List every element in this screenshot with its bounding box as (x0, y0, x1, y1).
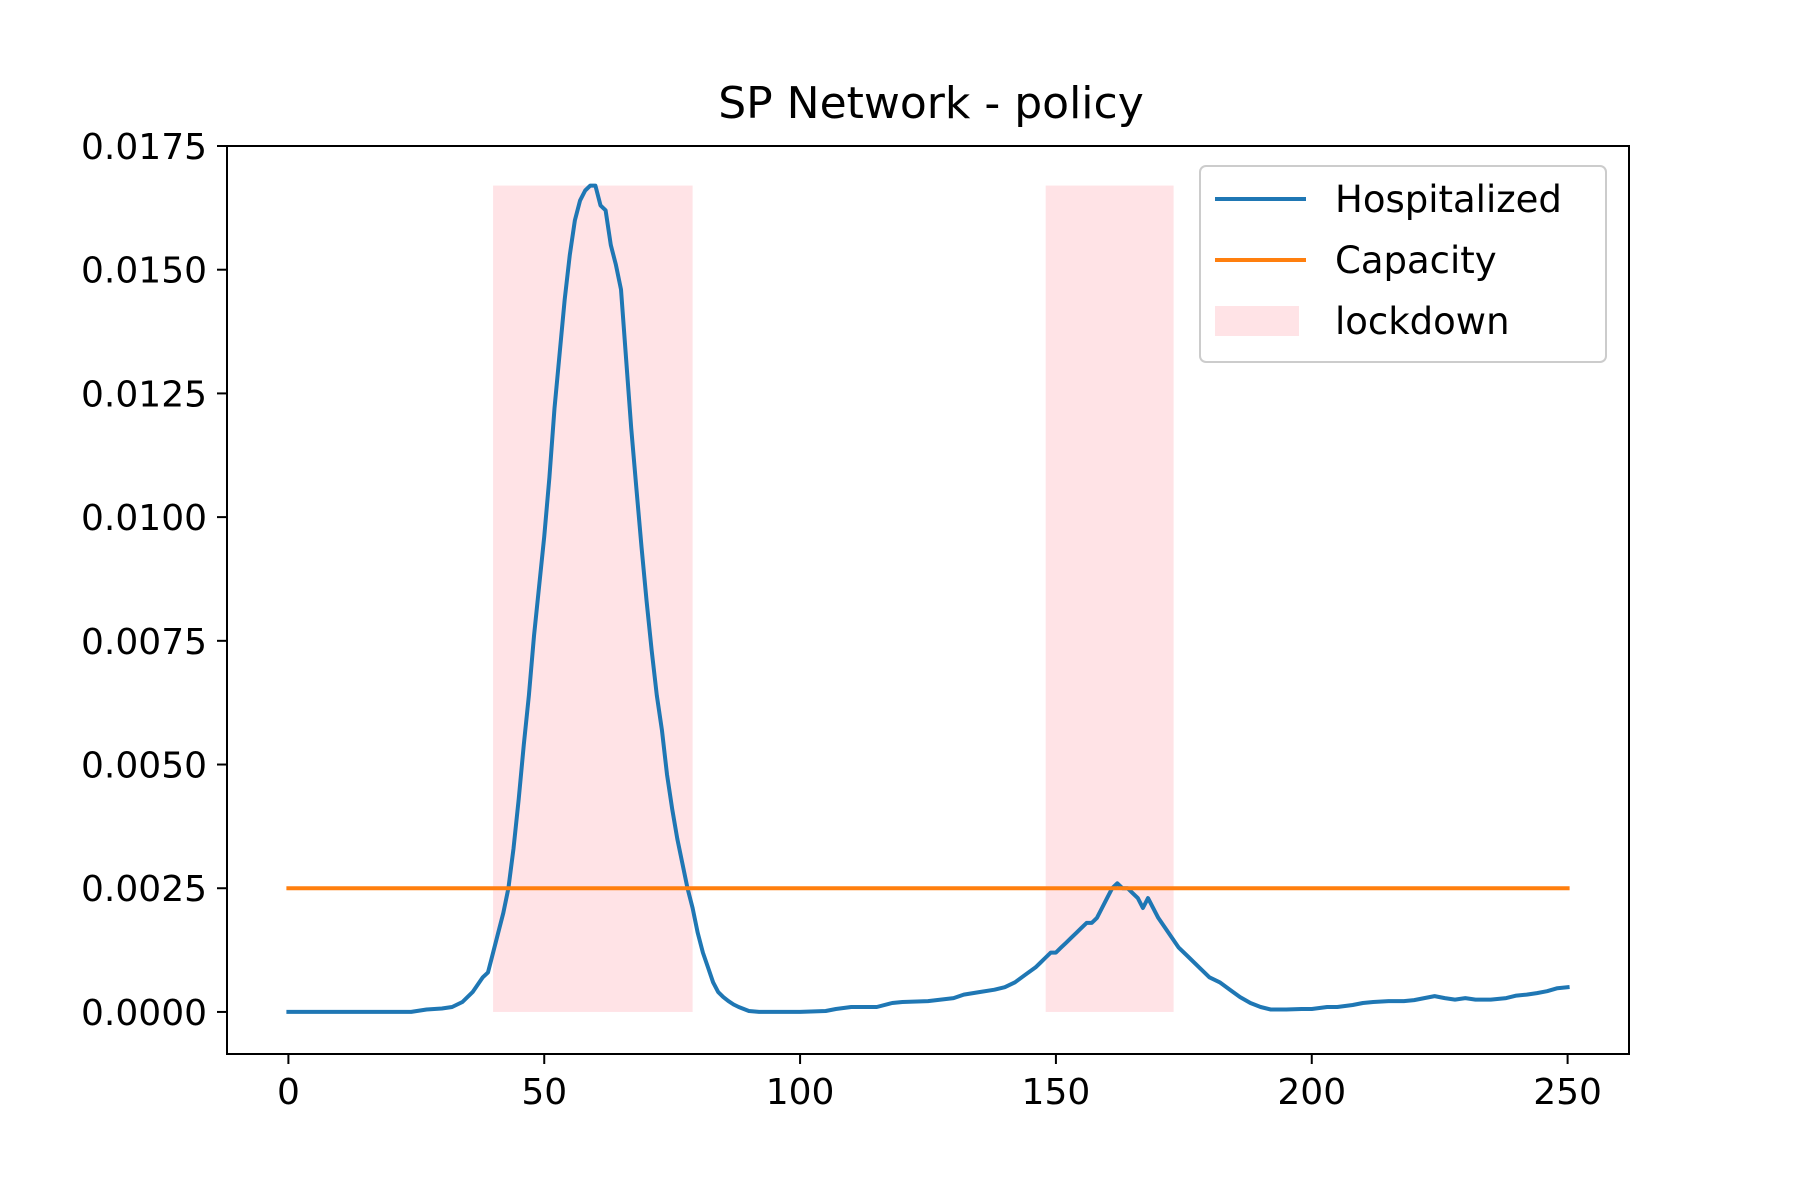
x-tick-label: 50 (521, 1072, 567, 1113)
legend-label-hospitalized: Hospitalized (1335, 178, 1562, 221)
series-line-hospitalized (286, 183, 1570, 1014)
y-tick-label: 0.0075 (81, 622, 207, 663)
legend-frame (1199, 165, 1607, 363)
legend-label-capacity: Capacity (1335, 239, 1497, 282)
legend-label-lockdown: lockdown (1335, 300, 1510, 343)
x-tick-label: 200 (1277, 1072, 1346, 1113)
plot-area: 0 50 100 150 200 250 0.0000 0.0025 0.0050 0.0075 0… (81, 127, 1602, 1113)
x-tick-label: 0 (277, 1072, 300, 1113)
y-tick-label: 0.0000 (81, 993, 207, 1034)
y-tick-label: 0.0150 (81, 251, 207, 292)
y-tick-label: 0.0050 (81, 746, 207, 787)
y-tick-label: 0.0100 (81, 498, 207, 539)
legend-swatch-lockdown (1215, 306, 1299, 336)
chart-title: SP Network - policy (718, 78, 1144, 129)
y-tick-label: 0.0025 (81, 869, 207, 910)
x-tick-label: 250 (1533, 1072, 1602, 1113)
y-tick-label: 0.0175 (81, 127, 207, 168)
legend: Hospitalized Capacity lockdown (1199, 165, 1607, 363)
lockdown-span (1045, 185, 1174, 1012)
plot-frame (226, 145, 1630, 1055)
lockdown-span (493, 185, 693, 1012)
x-tick-label: 100 (766, 1072, 835, 1113)
y-tick-label: 0.0125 (81, 374, 207, 415)
x-tick-label: 150 (1022, 1072, 1091, 1113)
